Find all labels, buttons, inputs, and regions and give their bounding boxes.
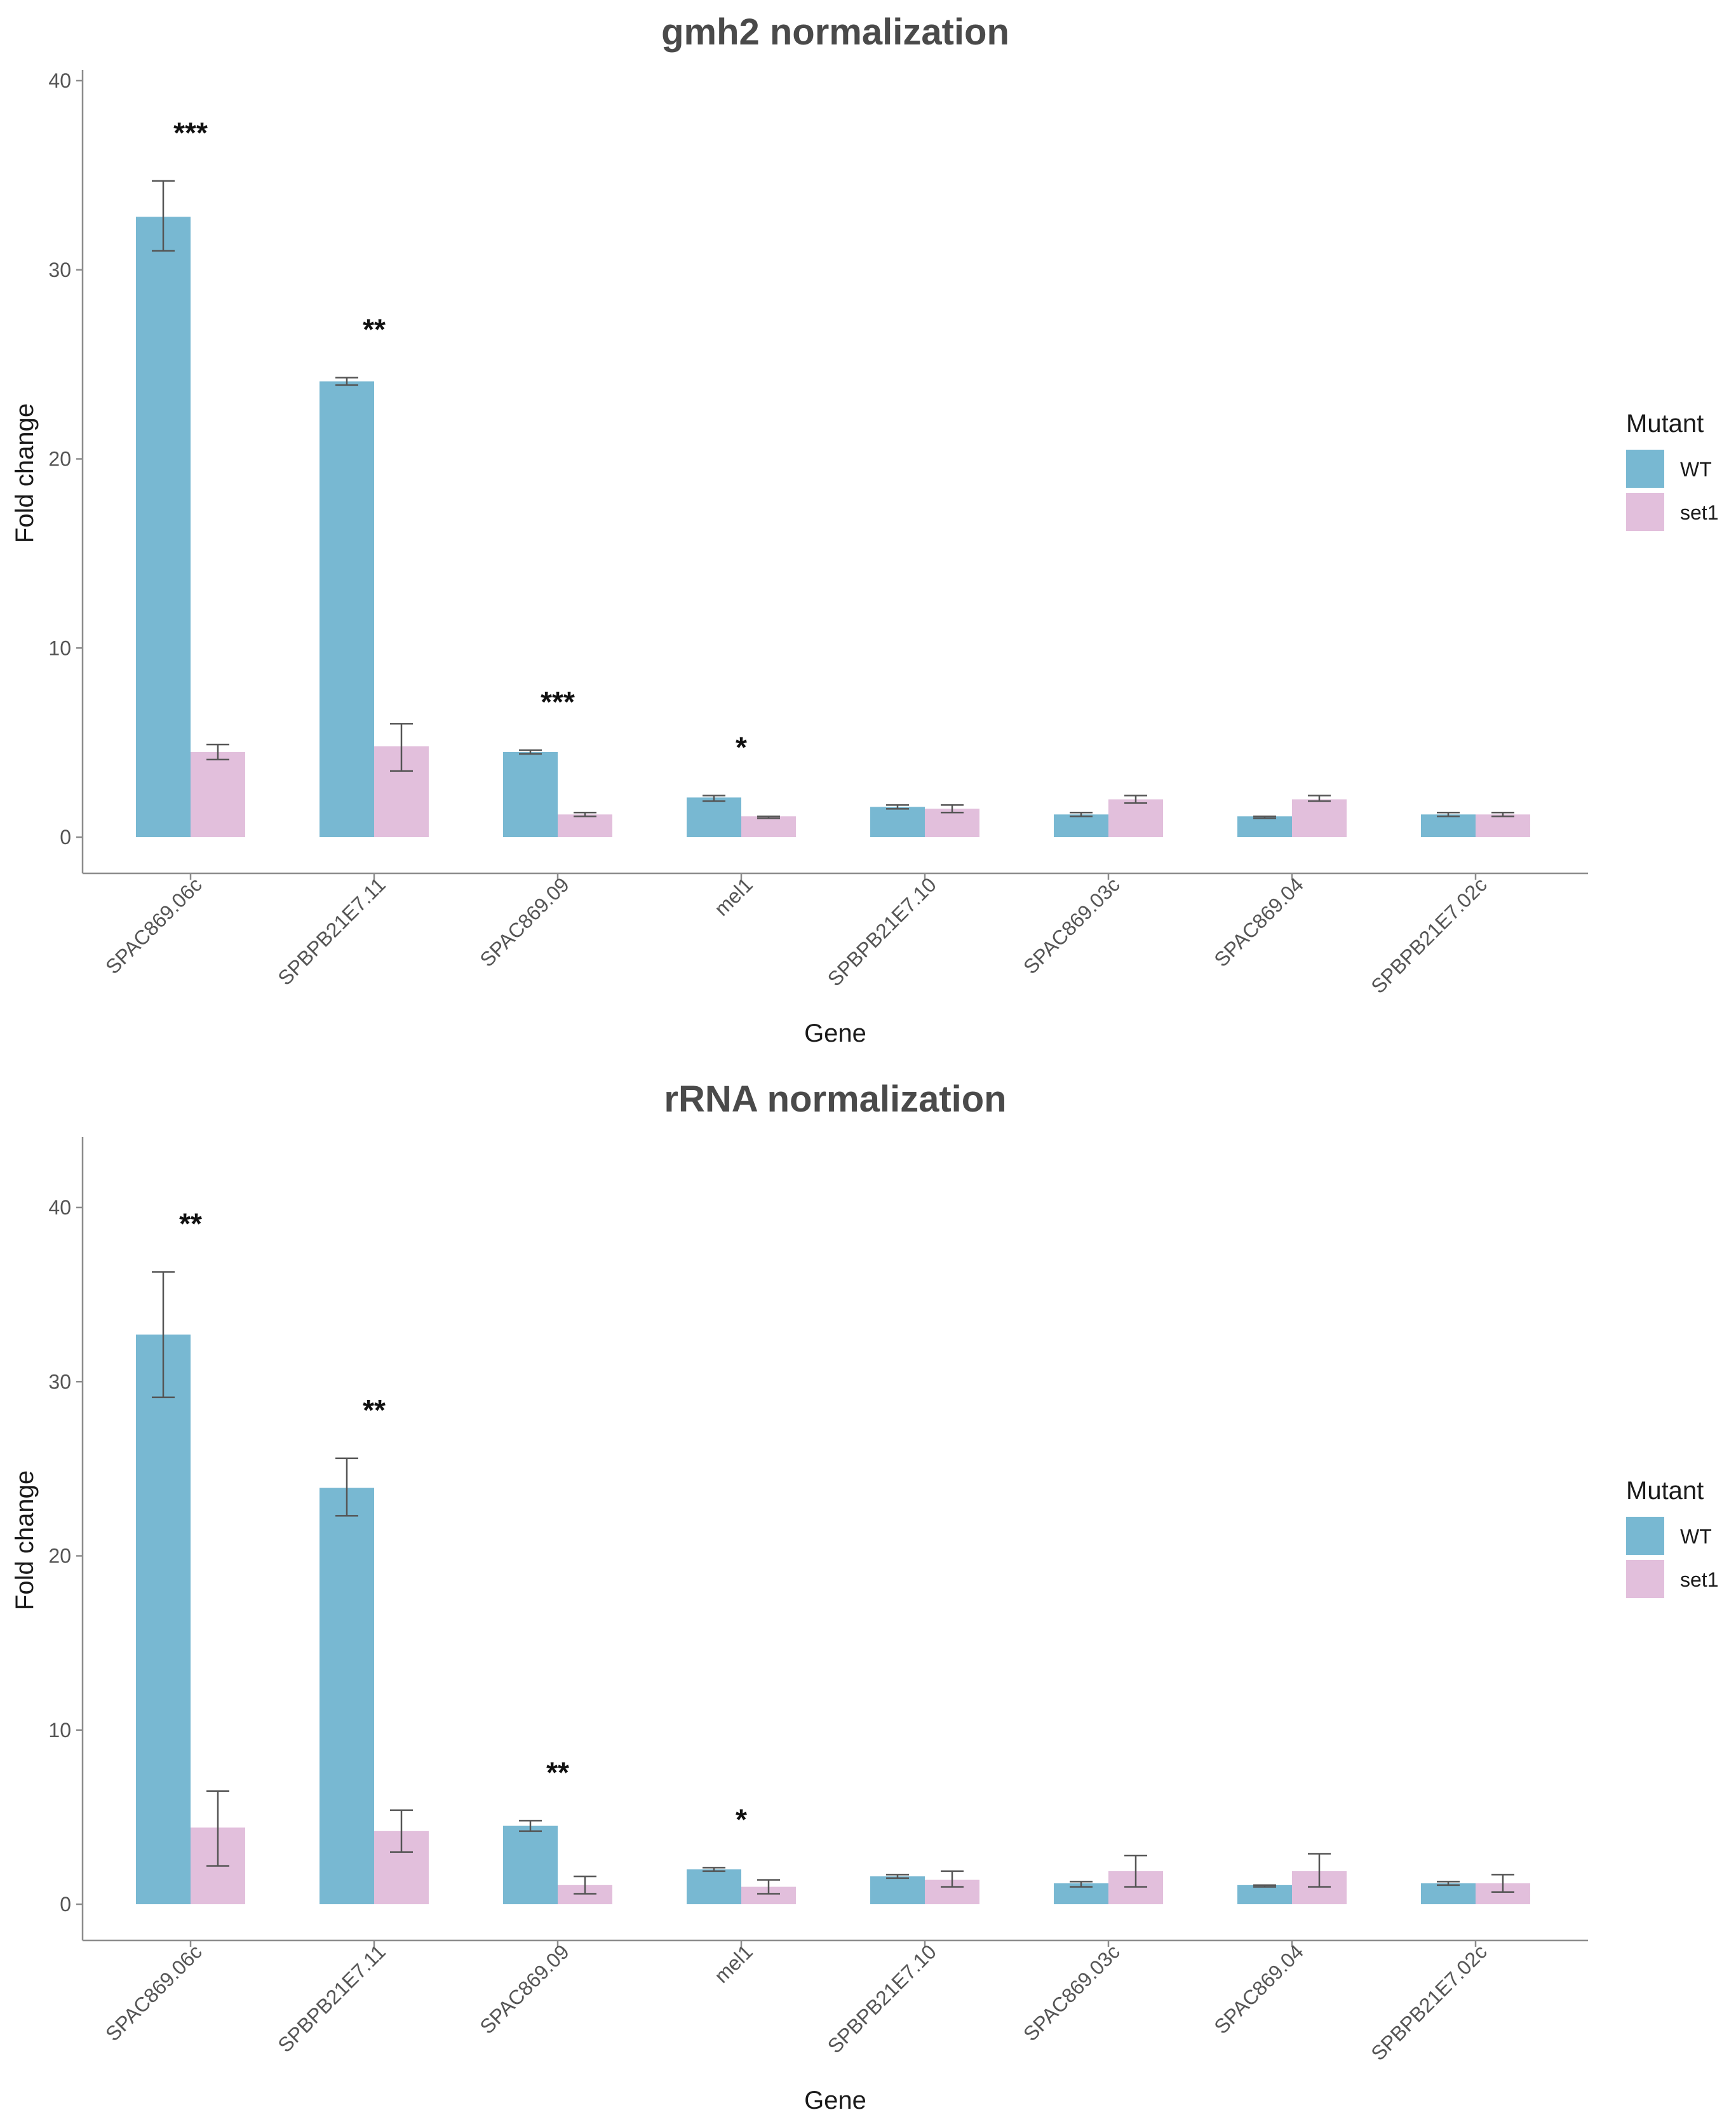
bar-wt-spbpb21e7-11	[320, 1488, 374, 1904]
bar-wt-spac869-06c	[136, 1334, 191, 1904]
bar-wt-spac869-03c	[1054, 814, 1108, 837]
bar-wt-spac869-09	[503, 1825, 558, 1904]
chart-title: gmh2 normalization	[661, 11, 1009, 53]
legend: Mutant WT set1	[1626, 410, 1718, 531]
legend-key-wt	[1626, 1517, 1664, 1555]
x-tick-label: SPBPB21E7.11	[273, 1940, 390, 2057]
x-tick-label: SPAC869.04	[1209, 1940, 1308, 2038]
y-tick-label: 40	[48, 69, 71, 92]
x-tick-label: SPAC869.06c	[101, 1940, 206, 2045]
y-tick-label: 30	[48, 259, 71, 281]
bar-set1-spac869-03c	[1108, 799, 1163, 837]
x-tick-label: SPAC869.04	[1209, 873, 1308, 971]
y-tick-label: 0	[60, 1893, 71, 1916]
bar-wt-spbpb21e7-10	[870, 807, 925, 837]
x-axis-title: Gene	[804, 1019, 866, 1047]
x-tick-label: SPAC869.03c	[1019, 873, 1124, 978]
y-tick-label: 30	[48, 1370, 71, 1393]
y-axis-title: Fold change	[11, 403, 39, 543]
bar-wt-spac869-04	[1237, 816, 1292, 837]
legend-label-set1: set1	[1680, 1568, 1718, 1591]
x-tick-label: SPBPB21E7.02c	[1366, 1940, 1491, 2065]
x-tick-label: SPAC869.09	[475, 873, 574, 971]
x-tick-label: SPBPB21E7.10	[823, 1940, 941, 2057]
significance-marker: ***	[541, 685, 575, 718]
y-tick-label: 20	[48, 448, 71, 471]
bar-wt-spac869-04	[1237, 1885, 1292, 1904]
bar-set1-spac869-04	[1292, 799, 1347, 837]
bar-wt-spac869-09	[503, 752, 558, 837]
bar-set1-spac869-09	[558, 814, 612, 837]
bar-set1-spbpb21e7-10	[925, 809, 979, 837]
legend-label-set1: set1	[1680, 501, 1718, 524]
legend-key-set1	[1626, 1560, 1664, 1598]
x-tick-label: SPAC869.06c	[101, 873, 206, 978]
significance-marker: *	[736, 730, 747, 763]
bar-wt-spbpb21e7-10	[870, 1876, 925, 1904]
bar-wt-mel1	[687, 797, 741, 837]
y-tick-label: 0	[60, 826, 71, 849]
bar-wt-spbpb21e7-02c	[1421, 814, 1476, 837]
x-tick-label: mel1	[710, 1940, 757, 1987]
x-tick-label: SPBPB21E7.10	[823, 873, 941, 990]
x-tick-label: mel1	[710, 873, 757, 920]
chart-title: rRNA normalization	[664, 1079, 1006, 1120]
x-tick-label: SPAC869.03c	[1019, 1940, 1124, 2045]
bar-wt-mel1	[687, 1869, 741, 1904]
y-tick-label: 10	[48, 1719, 71, 1742]
bar-wt-spbpb21e7-11	[320, 381, 374, 837]
bar-set1-spbpb21e7-02c	[1476, 814, 1530, 837]
x-tick-label: SPAC869.09	[475, 1940, 574, 2038]
significance-marker: **	[546, 1756, 569, 1789]
bar-set1-mel1	[741, 816, 796, 837]
legend: Mutant WT set1	[1626, 1477, 1718, 1598]
legend-key-set1	[1626, 493, 1664, 531]
significance-marker: *	[736, 1803, 747, 1836]
legend-title: Mutant	[1626, 410, 1704, 438]
x-axis-title: Gene	[804, 2087, 866, 2114]
y-tick-label: 10	[48, 636, 71, 659]
significance-marker: ***	[173, 116, 208, 149]
significance-marker: **	[363, 1394, 386, 1427]
significance-marker: **	[363, 313, 386, 346]
x-tick-label: SPBPB21E7.11	[273, 873, 390, 990]
legend-key-wt	[1626, 450, 1664, 488]
legend-label-wt: WT	[1680, 1525, 1712, 1548]
y-tick-label: 40	[48, 1196, 71, 1219]
legend-label-wt: WT	[1680, 458, 1712, 481]
y-tick-label: 20	[48, 1545, 71, 1568]
bar-wt-spac869-06c	[136, 217, 191, 837]
x-tick-label: SPBPB21E7.02c	[1366, 873, 1491, 998]
legend-title: Mutant	[1626, 1477, 1704, 1505]
y-axis-title: Fold change	[11, 1470, 39, 1610]
significance-marker: **	[179, 1207, 202, 1240]
bar-wt-spbpb21e7-02c	[1421, 1883, 1476, 1904]
bar-set1-spac869-06c	[191, 752, 245, 837]
